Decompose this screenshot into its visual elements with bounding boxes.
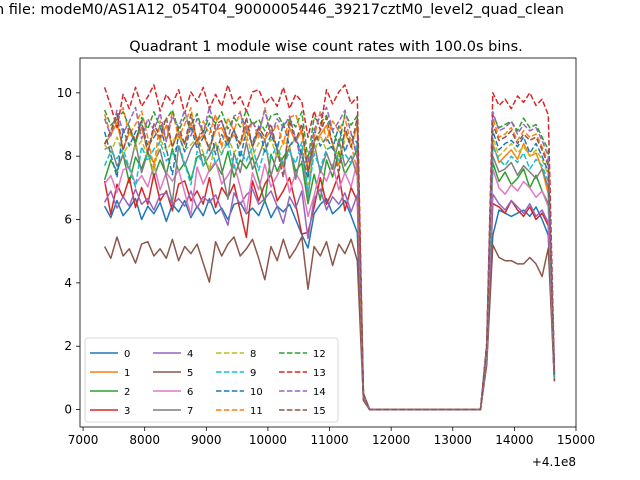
legend-label-14: 14 — [313, 387, 326, 398]
legend-label-2: 2 — [124, 387, 130, 398]
x-tick-label: 12000 — [372, 433, 410, 447]
y-axis: 0 2 4 6 8 10 — [57, 86, 80, 417]
legend-label-8: 8 — [250, 349, 256, 360]
x-tick-label: 9000 — [191, 433, 222, 447]
x-axis: 7000 8000 9000 10000 11000 12000 13000 14000 150… — [68, 427, 595, 447]
legend-label-10: 10 — [250, 387, 263, 398]
legend-label-13: 13 — [313, 368, 326, 379]
legend-label-3: 3 — [124, 406, 130, 417]
x-tick-label: 10000 — [249, 433, 287, 447]
x-tick-label: 8000 — [129, 433, 160, 447]
legend-label-5: 5 — [187, 368, 193, 379]
legend-label-11: 11 — [250, 406, 263, 417]
legend-label-6: 6 — [187, 387, 193, 398]
series-lines — [103, 84, 556, 411]
x-offset-label: +4.1e8 — [532, 455, 576, 469]
y-tick-label: 0 — [64, 403, 72, 417]
x-tick-label: 15000 — [557, 433, 595, 447]
x-tick-label: 13000 — [434, 433, 472, 447]
legend-label-0: 0 — [124, 349, 130, 360]
legend-label-4: 4 — [187, 349, 193, 360]
plot-frame — [79, 57, 577, 428]
suptitle: n file: modeM0/AS1A12_054T04_9000005446_… — [0, 2, 564, 18]
chart-title: Quadrant 1 module wise count rates with … — [129, 39, 523, 55]
y-tick-label: 4 — [64, 276, 72, 290]
x-tick-label: 11000 — [310, 433, 348, 447]
legend-label-12: 12 — [313, 349, 326, 360]
legend-label-1: 1 — [124, 368, 130, 379]
legend-label-7: 7 — [187, 406, 193, 417]
y-tick-label: 6 — [64, 213, 72, 227]
legend-box — [84, 337, 339, 423]
series-line-12 — [103, 109, 556, 411]
legend-label-9: 9 — [250, 368, 256, 379]
legend-label-15: 15 — [313, 406, 326, 417]
x-tick-label: 7000 — [68, 433, 99, 447]
series-line-15 — [103, 113, 556, 411]
y-tick-label: 10 — [57, 86, 72, 100]
x-tick-label: 14000 — [495, 433, 533, 447]
y-tick-label: 8 — [64, 149, 72, 163]
series-line-13 — [103, 84, 556, 411]
y-tick-label: 2 — [64, 339, 72, 353]
